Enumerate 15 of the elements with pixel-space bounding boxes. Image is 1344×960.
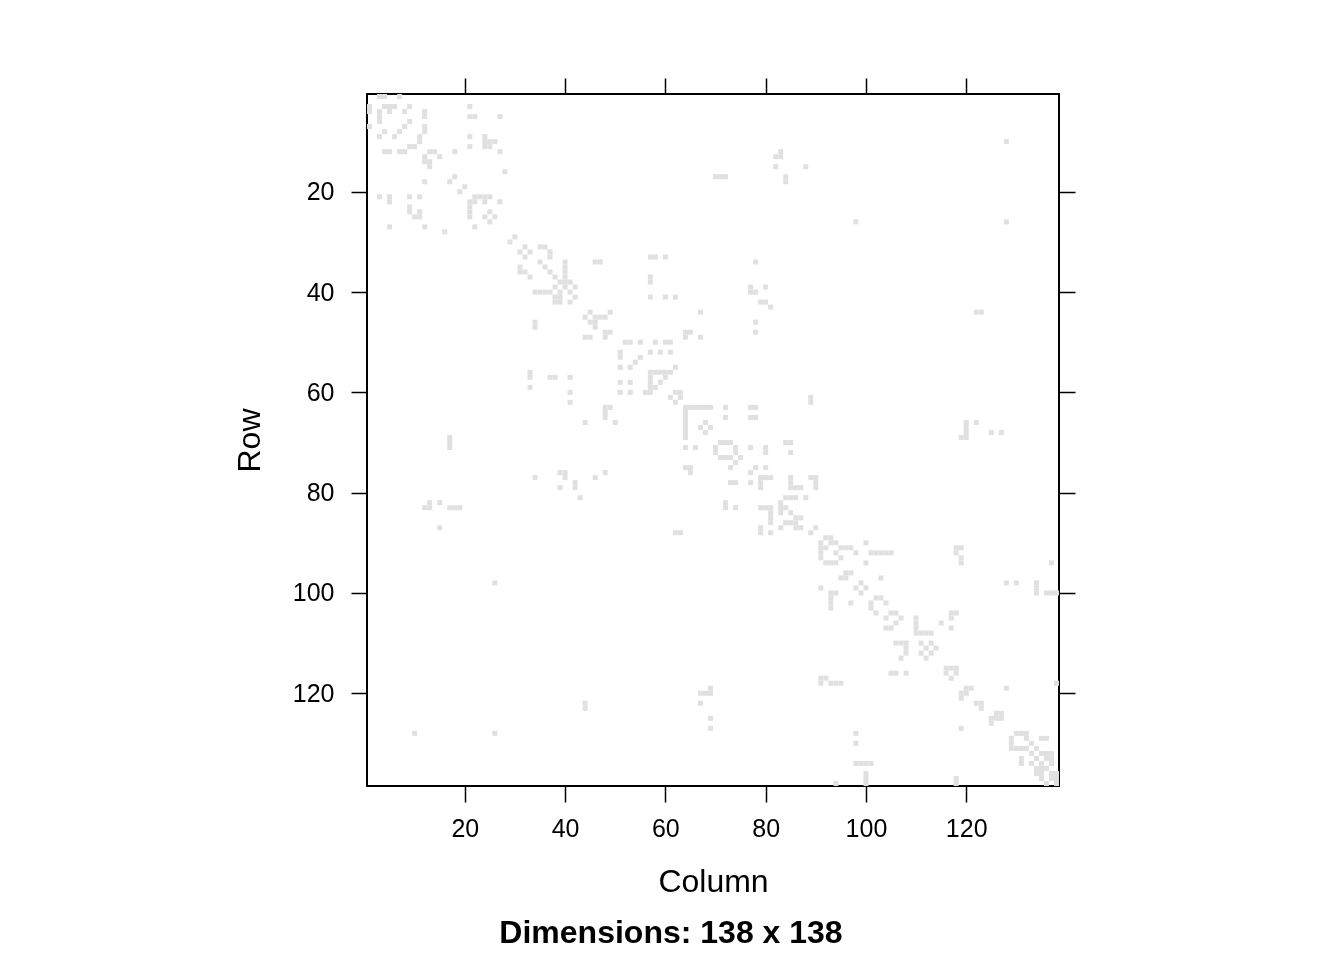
text: Dimensions: 138 x 138 bbox=[499, 914, 843, 950]
x-tick-label: 100 bbox=[845, 813, 888, 842]
y-tick-label: 120 bbox=[292, 678, 335, 707]
x-tick-label: 80 bbox=[752, 813, 781, 842]
x-axis-title: Column bbox=[658, 862, 769, 899]
y-tick-label: 80 bbox=[306, 478, 335, 507]
x-tick-label: 120 bbox=[945, 813, 988, 842]
y-tick-label: 100 bbox=[292, 578, 335, 607]
y-tick-label: 40 bbox=[306, 277, 335, 306]
x-tick-label: 20 bbox=[451, 813, 480, 842]
x-tick-label: 40 bbox=[551, 813, 580, 842]
y-tick-label: 20 bbox=[306, 177, 335, 206]
x-tick-label: 60 bbox=[651, 813, 680, 842]
y-tick-label: 60 bbox=[306, 377, 335, 406]
y-axis-title: Row bbox=[230, 407, 267, 473]
